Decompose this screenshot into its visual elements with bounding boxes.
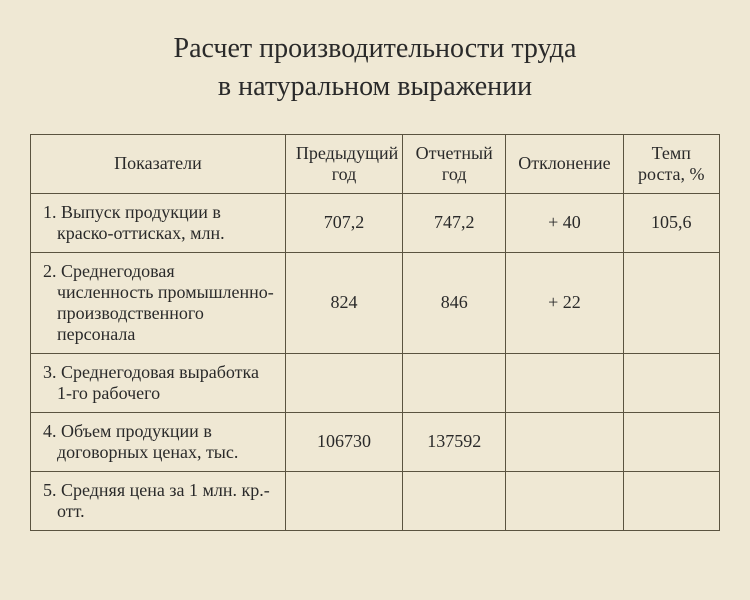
row-label: 5. Средняя цена за 1 млн. кр.-отт.	[31, 471, 286, 530]
cell-dev	[506, 353, 623, 412]
cell-prev	[285, 353, 402, 412]
cell-curr: 747,2	[403, 193, 506, 252]
row-label: 4. Объем продукции в договорных ценах, т…	[31, 412, 286, 471]
table-row: 4. Объем продукции в договорных ценах, т…	[31, 412, 720, 471]
row-label: 2. Среднегодовая численность промышленно…	[31, 252, 286, 353]
cell-curr: 846	[403, 252, 506, 353]
cell-rate	[623, 353, 719, 412]
col-header-indicators: Показатели	[31, 134, 286, 193]
cell-rate	[623, 471, 719, 530]
table-row: 1. Выпуск продукции в краско-оттисках, м…	[31, 193, 720, 252]
cell-prev: 707,2	[285, 193, 402, 252]
cell-dev	[506, 412, 623, 471]
col-header-deviation: Отклонение	[506, 134, 623, 193]
cell-dev: + 22	[506, 252, 623, 353]
cell-curr	[403, 353, 506, 412]
title-line-2: в натуральном выражении	[218, 71, 532, 102]
cell-dev	[506, 471, 623, 530]
cell-rate	[623, 252, 719, 353]
table-row: 3. Среднегодовая выработка 1-го рабочего	[31, 353, 720, 412]
table-row: 5. Средняя цена за 1 млн. кр.-отт.	[31, 471, 720, 530]
col-header-growth-rate: Темп роста, %	[623, 134, 719, 193]
cell-curr: 137592	[403, 412, 506, 471]
row-label: 3. Среднегодовая выработка 1-го рабочего	[31, 353, 286, 412]
cell-curr	[403, 471, 506, 530]
cell-prev: 824	[285, 252, 402, 353]
page-title: Расчет производительности труда в натура…	[30, 30, 720, 106]
row-label: 1. Выпуск продукции в краско-оттисках, м…	[31, 193, 286, 252]
productivity-table: Показатели Предыдущий год Отчетный год О…	[30, 134, 720, 531]
col-header-prev-year: Предыдущий год	[285, 134, 402, 193]
cell-rate: 105,6	[623, 193, 719, 252]
col-header-curr-year: Отчетный год	[403, 134, 506, 193]
cell-rate	[623, 412, 719, 471]
cell-prev	[285, 471, 402, 530]
table-row: 2. Среднегодовая численность промышленно…	[31, 252, 720, 353]
cell-dev: + 40	[506, 193, 623, 252]
cell-prev: 106730	[285, 412, 402, 471]
table-header-row: Показатели Предыдущий год Отчетный год О…	[31, 134, 720, 193]
title-line-1: Расчет производительности труда	[174, 33, 577, 64]
